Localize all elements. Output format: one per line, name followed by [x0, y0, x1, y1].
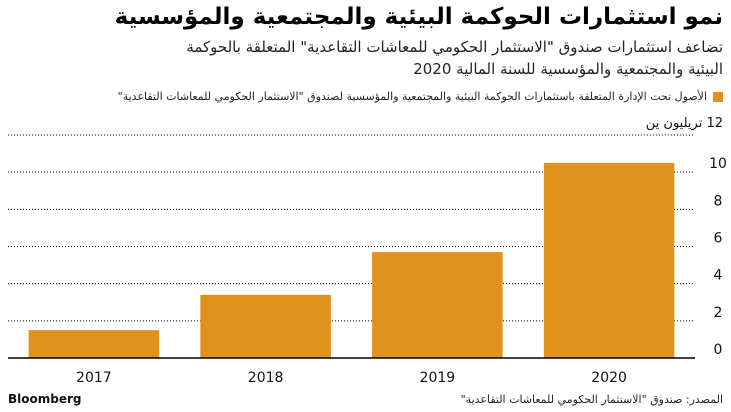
- legend-swatch: [713, 91, 723, 102]
- x-tick-label: 2020: [591, 370, 627, 386]
- x-tick-label: 2018: [248, 370, 284, 386]
- y-tick-label: 10: [709, 156, 727, 172]
- chart-subtitle: تضاعف استثمارات صندوق "الاستثمار الحكومي…: [186, 38, 723, 78]
- bar: [28, 330, 160, 358]
- bloomberg-logo: Bloomberg: [8, 392, 82, 406]
- bar: [543, 162, 675, 358]
- bar: [372, 252, 503, 358]
- y-tick-label: 2: [714, 305, 723, 321]
- chart-title: نمو استثمارات الحوكمة البيئية والمجتمعية…: [114, 4, 723, 30]
- y-tick-label: 6: [714, 231, 723, 247]
- legend-label: الأصول تحت الإدارة المتعلقة باستثمارات ا…: [117, 90, 707, 103]
- y-tick-label: 8: [714, 193, 723, 209]
- y-axis-unit-label: 12 تريليون ين: [645, 116, 723, 131]
- source-note: المصدر: صندوق "الاستثمار الحكومي للمعاشا…: [460, 393, 723, 406]
- bar: [200, 294, 331, 358]
- y-tick-label: 4: [714, 268, 723, 284]
- y-tick-label: 0: [714, 342, 723, 358]
- legend: الأصول تحت الإدارة المتعلقة باستثمارات ا…: [118, 90, 723, 103]
- x-tick-label: 2019: [420, 370, 456, 386]
- x-tick-label: 2017: [76, 370, 112, 386]
